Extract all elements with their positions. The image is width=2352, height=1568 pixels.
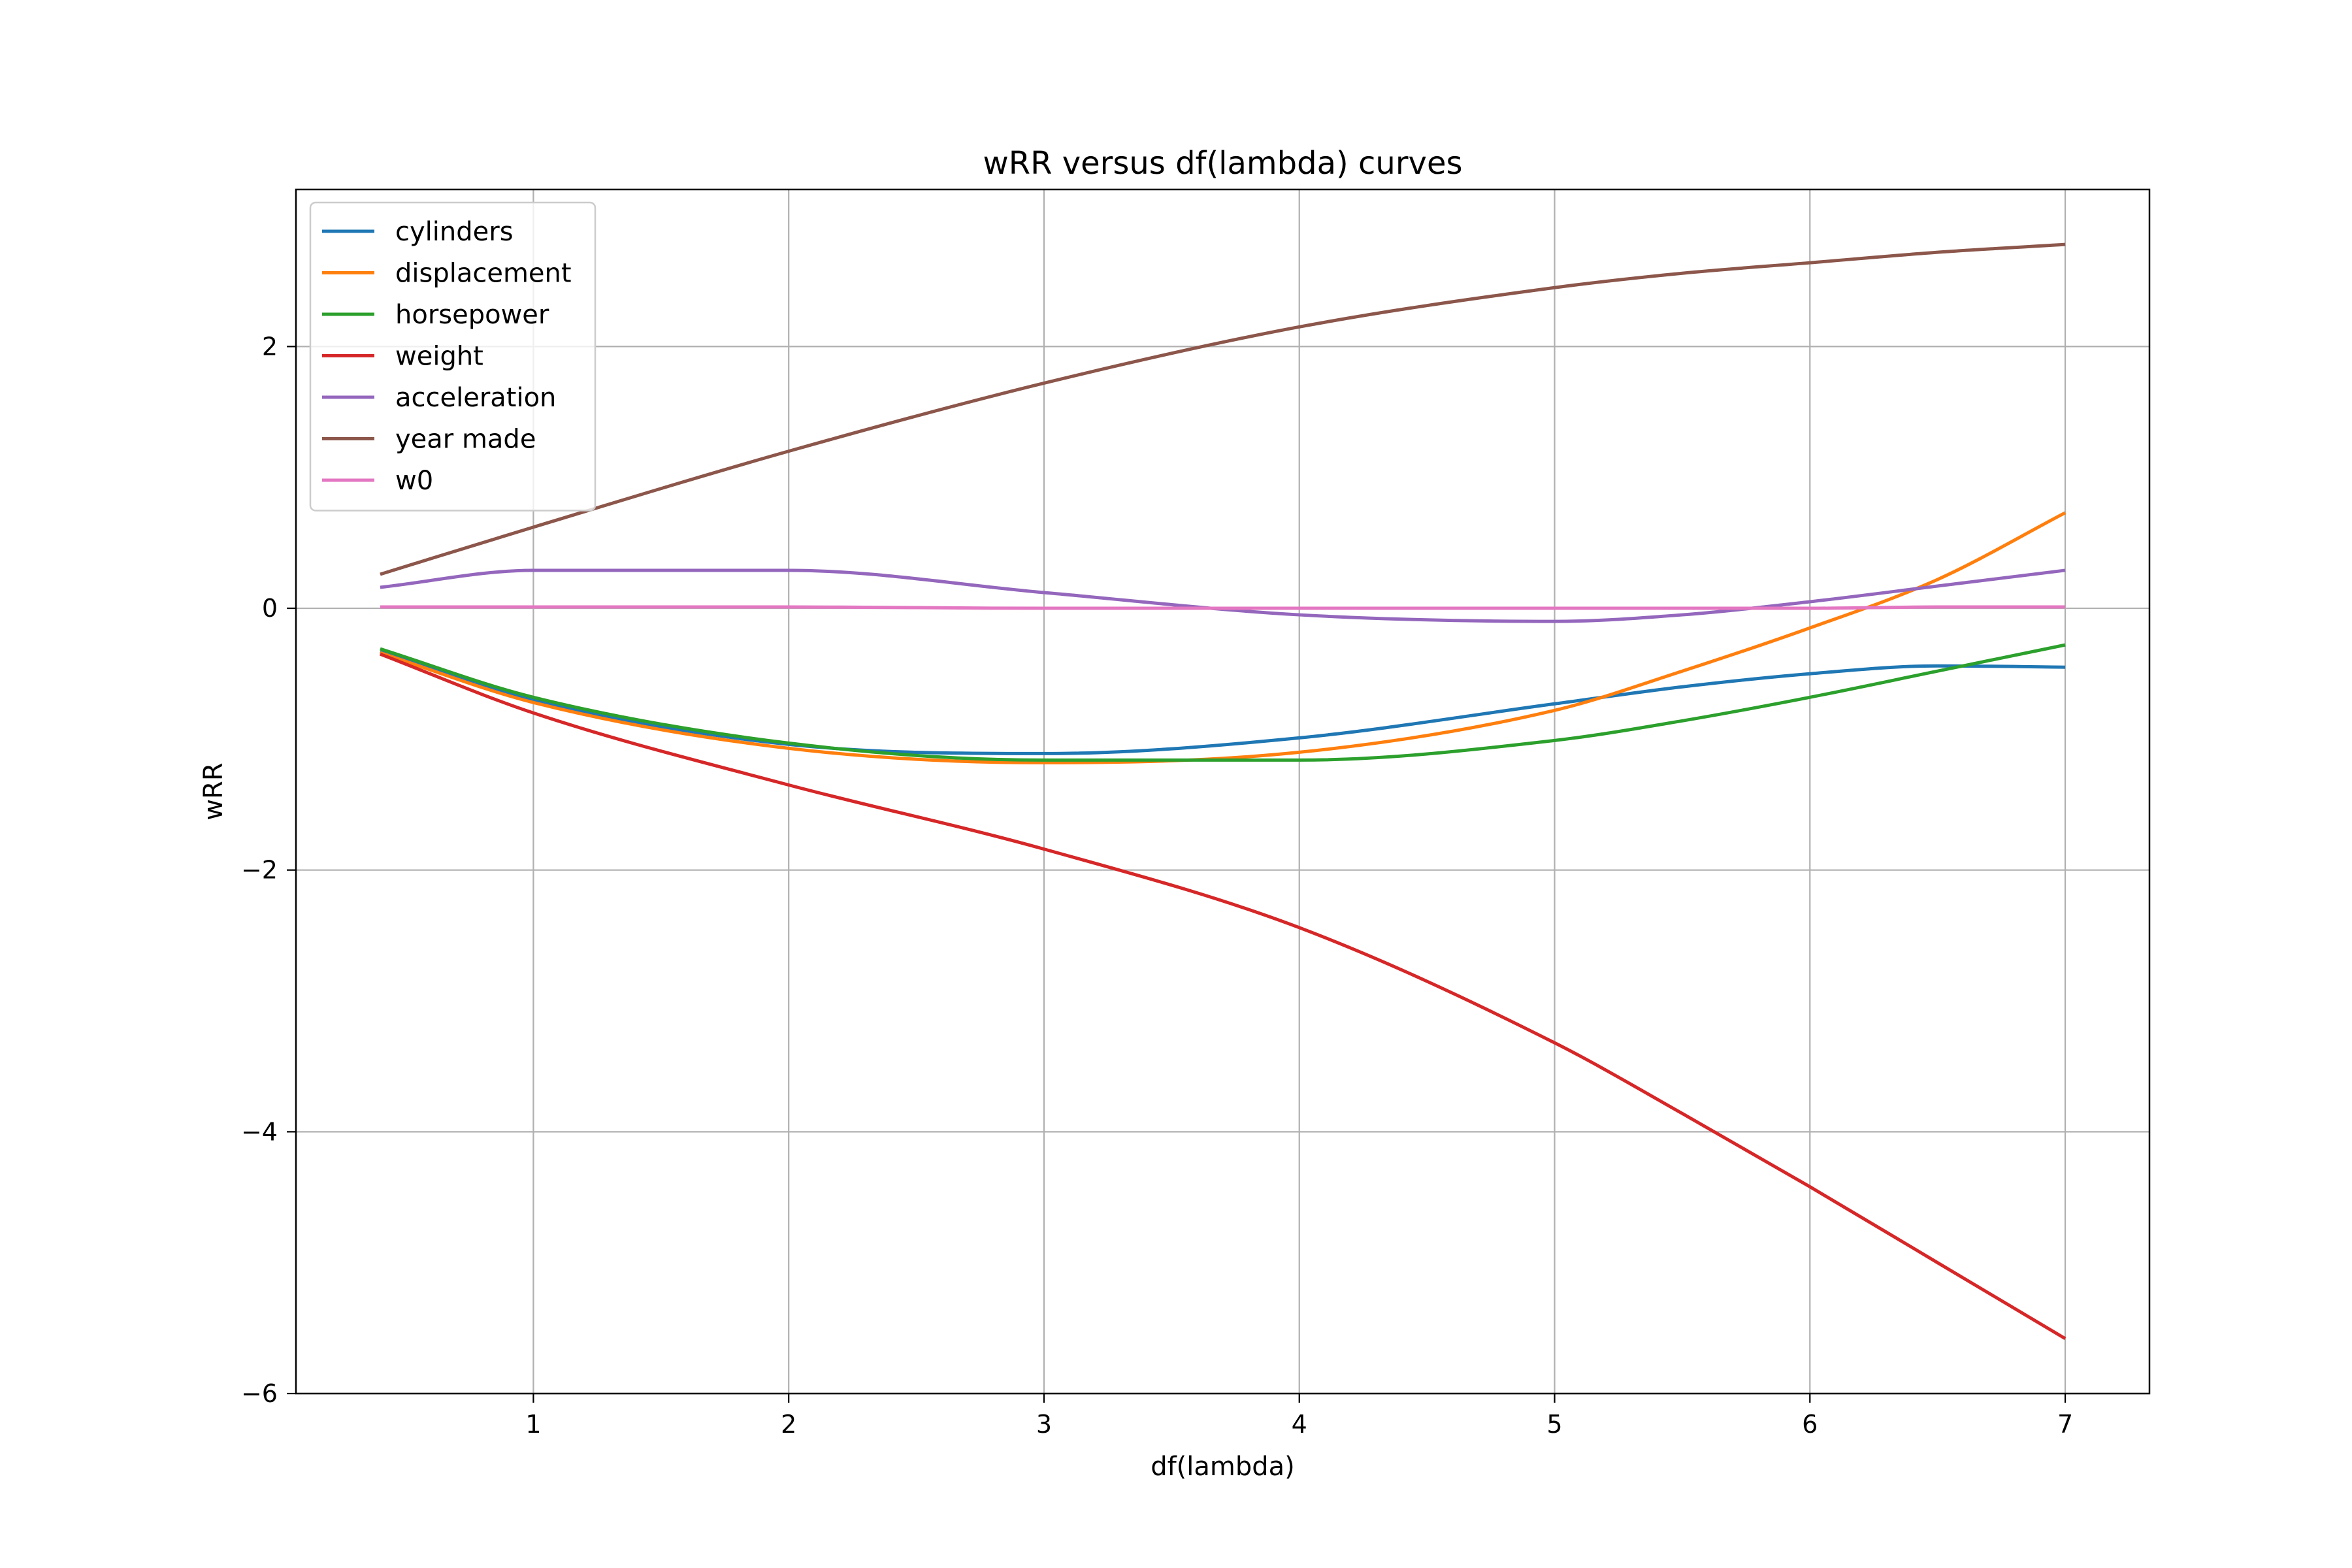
chart-title: wRR versus df(lambda) curves [983, 145, 1462, 182]
y-tick-label: −6 [241, 1379, 278, 1408]
legend-label-displacement: displacement [395, 259, 572, 289]
legend-box [309, 201, 596, 512]
y-tick-label: 0 [262, 594, 278, 623]
legend-label-acceleration: acceleration [395, 383, 556, 413]
legend-label-w0: w0 [395, 466, 433, 496]
series-line-year-made [380, 242, 2066, 576]
legend-label-year-made: year made [395, 425, 536, 455]
series-line-horsepower [380, 643, 2066, 762]
x-tick-label: 3 [1036, 1410, 1052, 1439]
x-tick-label: 6 [1802, 1410, 1818, 1439]
y-axis-label: wRR [199, 762, 229, 820]
series-line-cylinders [380, 649, 2066, 755]
legend: cylinders displacement horsepower weight acc… [309, 201, 596, 512]
series-line-w0 [380, 605, 2066, 610]
x-axis-label: df(lambda) [1151, 1452, 1295, 1482]
x-tick-label: 7 [2057, 1410, 2073, 1439]
series-line-weight [380, 652, 2066, 1341]
x-tick-label: 2 [781, 1410, 796, 1439]
plot-frame [295, 188, 2151, 1395]
y-tick-label: −2 [241, 856, 278, 885]
y-tick-label: −4 [241, 1117, 278, 1146]
legend-label-cylinders: cylinders [395, 217, 514, 247]
series-line-displacement [380, 511, 2066, 764]
legend-label-horsepower: horsepower [395, 300, 549, 330]
x-tick-label: 5 [1546, 1410, 1562, 1439]
plot-lines [380, 242, 2066, 1341]
legend-label-weight: weight [395, 342, 483, 372]
y-tick-label: 2 [262, 332, 278, 361]
x-tick-label: 1 [525, 1410, 541, 1439]
series-line-acceleration [380, 568, 2066, 623]
x-tick-label: 4 [1292, 1410, 1307, 1439]
axis-ticks: 1 2 3 4 5 6 7 −6 −4 −2 0 2 [241, 332, 2073, 1439]
